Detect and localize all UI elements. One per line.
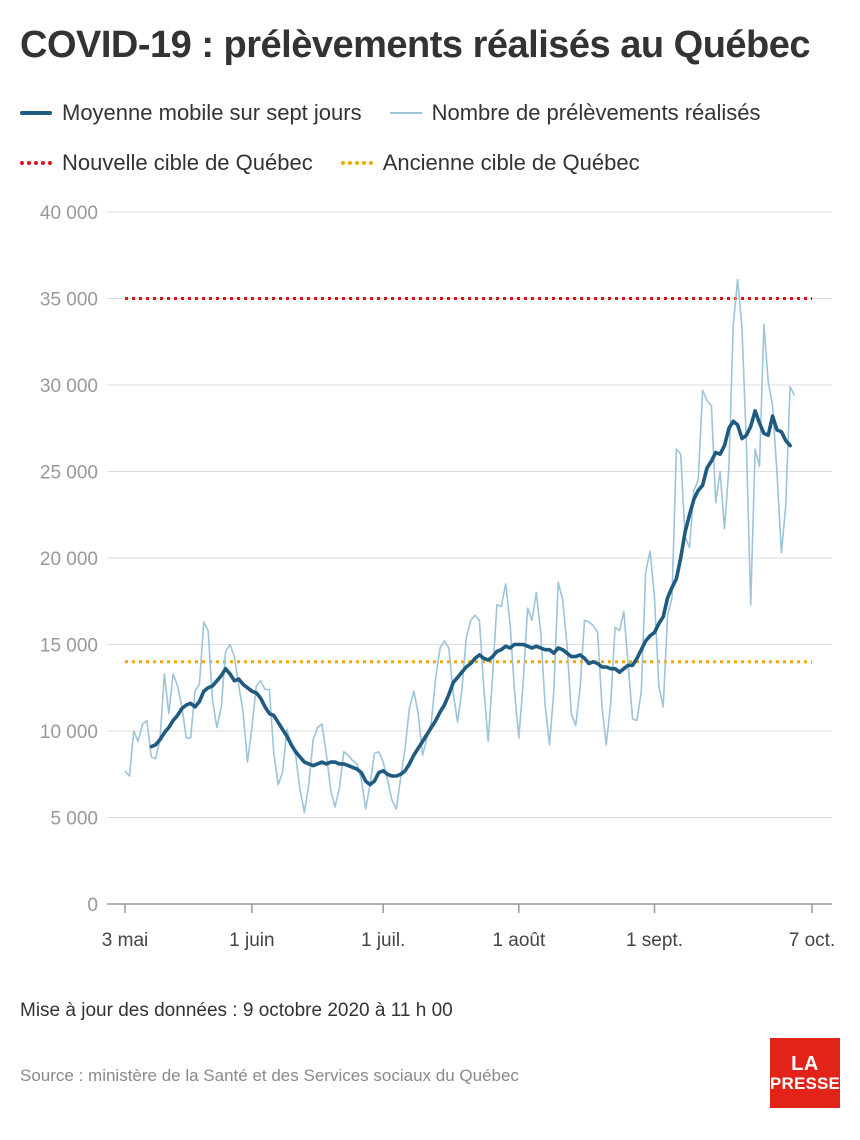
series-line-moving-average — [149, 409, 792, 787]
legend-item-raw: Nombre de prélèvements réalisés — [389, 100, 761, 126]
legend-label-raw: Nombre de prélèvements réalisés — [431, 100, 761, 125]
legend-item-old-target: Ancienne cible de Québec — [340, 150, 640, 176]
legend-swatch-new-target — [20, 161, 52, 165]
legend-swatch-raw — [389, 112, 422, 114]
legend-label-old-target: Ancienne cible de Québec — [382, 150, 640, 175]
y-tick-label: 5 000 — [50, 809, 98, 830]
update-note: Mise à jour des données : 9 octobre 2020… — [20, 1000, 453, 1021]
y-tick-label: 25 000 — [40, 463, 98, 484]
x-tick-label: 1 juin — [229, 930, 274, 951]
y-tick-label: 40 000 — [40, 203, 98, 224]
y-tick-label: 0 — [87, 895, 98, 916]
logo-line-2: PRESSE — [769, 1073, 841, 1093]
series-line-daily-tests — [124, 278, 796, 814]
legend-label-new-target: Nouvelle cible de Québec — [62, 150, 313, 175]
legend-item-new-target: Nouvelle cible de Québec — [20, 150, 313, 176]
legend-label-mean: Moyenne mobile sur sept jours — [62, 100, 362, 125]
legend-row-1: Moyenne mobile sur sept jours Nombre de … — [20, 100, 789, 126]
legend-item-mean: Moyenne mobile sur sept jours — [20, 100, 362, 126]
la-presse-logo: LA PRESSE — [770, 1038, 840, 1108]
x-tick-label: 1 sept. — [626, 930, 683, 951]
legend-swatch-old-target — [340, 161, 373, 165]
x-tick-label: 1 août — [492, 930, 546, 951]
y-tick-label: 20 000 — [40, 549, 98, 570]
line-chart: 0 5 000 10 000 15 000 20 000 25 000 30 000 35 0… — [40, 203, 835, 951]
y-tick-label: 15 000 — [40, 636, 98, 657]
legend-row-2: Nouvelle cible de Québec Ancienne cible … — [20, 150, 668, 176]
chart-title: COVID-19 : prélèvements réalisés au Québ… — [20, 24, 811, 66]
x-tick-label: 3 mai — [102, 930, 148, 951]
x-tick-label: 7 oct. — [789, 930, 835, 951]
x-tick-label: 1 juil. — [361, 930, 405, 951]
y-tick-label: 35 000 — [40, 290, 98, 311]
logo-line-1: LA — [791, 1052, 819, 1075]
y-tick-label: 30 000 — [40, 376, 98, 397]
legend-swatch-mean — [20, 111, 52, 115]
y-tick-label: 10 000 — [40, 722, 98, 743]
source-note: Source : ministère de la Santé et des Se… — [20, 1066, 519, 1085]
